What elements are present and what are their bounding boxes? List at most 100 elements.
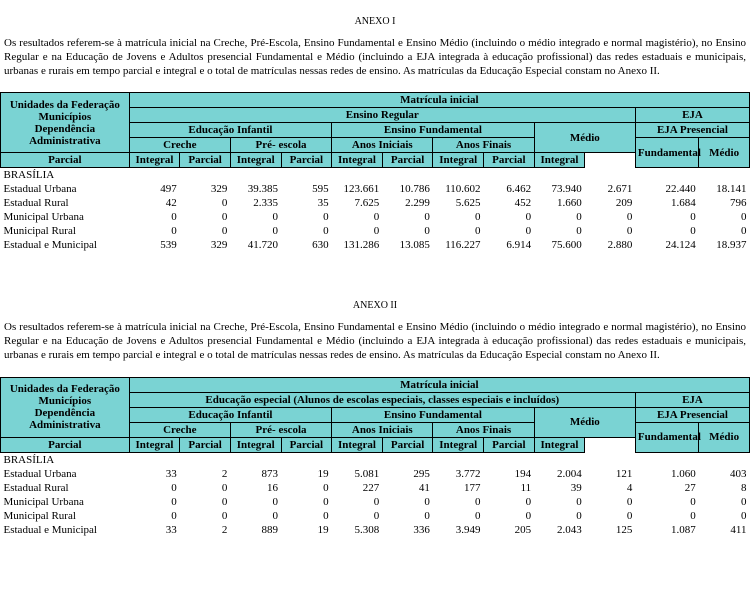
th-matricula: Matrícula inicial [129, 377, 749, 392]
cell-value: 42 [129, 196, 180, 210]
th-educ-infantil: Educação Infantil [129, 123, 332, 138]
cell-value: 27 [635, 481, 698, 495]
cell-value: 0 [230, 210, 281, 224]
cell-value: 11 [484, 481, 535, 495]
cell-value: 0 [129, 481, 180, 495]
cell-value: 5.625 [433, 196, 484, 210]
th-integral: Integral [433, 437, 484, 452]
cell-value: 0 [534, 210, 585, 224]
cell-value: 4 [585, 481, 636, 495]
cell-value: 205 [484, 523, 535, 537]
cell-value: 0 [484, 495, 535, 509]
th-ensino-fund: Ensino Fundamental [332, 123, 535, 138]
cell-value: 0 [699, 224, 750, 238]
cell-value: 41 [382, 481, 433, 495]
cell-value: 0 [180, 210, 231, 224]
cell-value: 0 [281, 481, 332, 495]
table-row: Estadual e Municipal332889195.3083363.94… [1, 523, 750, 537]
cell-value: 35 [281, 196, 332, 210]
th-medio: Médio [534, 123, 635, 153]
cell-value: 33 [129, 523, 180, 537]
cell-value: 336 [382, 523, 433, 537]
cell-value: 24.124 [635, 238, 698, 252]
cell-value: 0 [230, 495, 281, 509]
cell-value: 0 [382, 210, 433, 224]
cell-value: 0 [332, 210, 383, 224]
cell-value: 0 [382, 495, 433, 509]
cell-value: 121 [585, 467, 636, 481]
th-integral: Integral [129, 153, 180, 168]
cell-value: 7.625 [332, 196, 383, 210]
cell-value: 0 [585, 495, 636, 509]
cell-value: 3.949 [433, 523, 484, 537]
cell-value: 6.914 [484, 238, 535, 252]
th-integral: Integral [129, 437, 180, 452]
cell-value: 41.720 [230, 238, 281, 252]
th-integral: Integral [534, 437, 585, 452]
cell-value: 0 [332, 509, 383, 523]
row-label: Municipal Urbana [1, 495, 130, 509]
cell-value: 13.085 [382, 238, 433, 252]
th-parcial: Parcial [382, 437, 433, 452]
cell-value: 329 [180, 182, 231, 196]
cell-value: 0 [534, 509, 585, 523]
cell-value: 403 [699, 467, 750, 481]
cell-value: 6.462 [484, 182, 535, 196]
th-ensino-fund: Ensino Fundamental [332, 407, 535, 422]
cell-value: 0 [484, 210, 535, 224]
cell-value: 0 [585, 509, 636, 523]
cell-value: 5.308 [332, 523, 383, 537]
cell-value: 2.880 [585, 238, 636, 252]
cell-value: 497 [129, 182, 180, 196]
th-pre-escola: Pré- escola [230, 422, 331, 437]
anexo1-title: ANEXO I [0, 16, 750, 27]
anexo2-description: Os resultados referem-se à matrícula ini… [4, 321, 746, 362]
cell-value: 0 [129, 224, 180, 238]
cell-value: 18.937 [699, 238, 750, 252]
th-parcial: Parcial [281, 437, 332, 452]
cell-value: 0 [484, 509, 535, 523]
cell-value: 0 [230, 509, 281, 523]
cell-value: 329 [180, 238, 231, 252]
cell-value: 0 [433, 509, 484, 523]
th-integral: Integral [230, 437, 281, 452]
row-label: Municipal Rural [1, 509, 130, 523]
cell-value: 10.786 [382, 182, 433, 196]
anexo2-table: Unidades da Federação Municípios Dependê… [0, 377, 750, 537]
anexo2-title: ANEXO II [0, 300, 750, 311]
table-row: Municipal Urbana000000000000 [1, 210, 750, 224]
th-matricula: Matrícula inicial [129, 93, 749, 108]
th-medio2: Médio [699, 138, 750, 168]
cell-value: 889 [230, 523, 281, 537]
table-row: Estadual Urbana332873195.0812953.7721942… [1, 467, 750, 481]
cell-value: 796 [699, 196, 750, 210]
cell-value: 452 [484, 196, 535, 210]
cell-value: 75.600 [534, 238, 585, 252]
cell-value: 0 [635, 509, 698, 523]
cell-value: 22.440 [635, 182, 698, 196]
th-integral: Integral [534, 153, 585, 168]
th-pre-escola: Pré- escola [230, 138, 331, 153]
cell-value: 131.286 [332, 238, 383, 252]
th-integral: Integral [230, 153, 281, 168]
row-label: Estadual Rural [1, 481, 130, 495]
th-creche: Creche [129, 422, 230, 437]
cell-value: 0 [332, 224, 383, 238]
cell-value: 2 [180, 467, 231, 481]
row-label: Estadual Urbana [1, 467, 130, 481]
cell-value: 0 [281, 509, 332, 523]
cell-value: 0 [484, 224, 535, 238]
cell-value: 125 [585, 523, 636, 537]
th-eja-pres: EJA Presencial [635, 123, 749, 138]
cell-value: 5.081 [332, 467, 383, 481]
cell-value: 539 [129, 238, 180, 252]
row-label: Estadual e Municipal [1, 238, 130, 252]
table-row: Municipal Urbana000000000000 [1, 495, 750, 509]
th-eja-pres: EJA Presencial [635, 407, 749, 422]
table-row: Estadual e Municipal53932941.720630131.2… [1, 238, 750, 252]
cell-value: 19 [281, 523, 332, 537]
cell-value: 177 [433, 481, 484, 495]
th-anos-iniciais: Anos Iniciais [332, 138, 433, 153]
row-label: Estadual Urbana [1, 182, 130, 196]
th-parcial: Parcial [180, 153, 231, 168]
